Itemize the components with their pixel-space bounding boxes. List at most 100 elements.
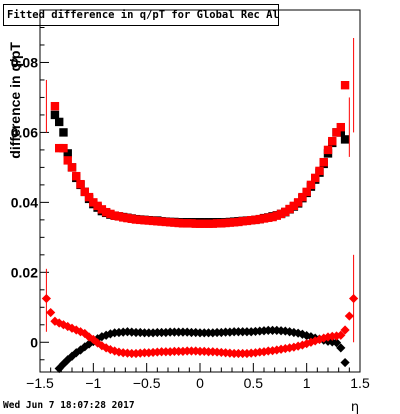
black-square-point <box>340 135 350 144</box>
y-axis-label: difference in q/pT <box>7 42 23 159</box>
y-tick-label: 0 <box>30 334 38 350</box>
red-diamond-point <box>293 341 303 351</box>
red-diamond-point <box>46 307 56 318</box>
black-diamond-point <box>105 329 115 339</box>
black-diamond-point <box>208 328 218 338</box>
black-diamond-point <box>118 327 128 337</box>
red-square-point <box>323 145 333 155</box>
red-square-point <box>144 216 153 225</box>
red-square-point <box>234 217 243 227</box>
red-diamond-point <box>110 346 120 356</box>
red-square-point <box>178 219 188 228</box>
red-square-point <box>276 209 286 219</box>
black-square-point <box>50 110 60 120</box>
red-square-point <box>255 214 264 224</box>
red-square-point <box>161 217 171 227</box>
red-square-point <box>59 143 68 153</box>
black-diamond-point <box>127 327 137 337</box>
red-diamond-point <box>191 346 201 356</box>
y-tick-label: 0.06 <box>11 124 38 140</box>
red-square-point <box>76 179 85 189</box>
red-square-point <box>200 219 209 228</box>
black-diamond-point <box>63 355 73 365</box>
black-diamond-point <box>336 343 346 353</box>
red-square-point <box>298 192 307 202</box>
red-square-point <box>110 211 119 220</box>
red-square-point <box>293 198 303 207</box>
red-square-point <box>251 215 260 225</box>
red-square-point <box>50 101 60 111</box>
red-square-point <box>208 219 217 228</box>
red-diamond-point <box>84 332 94 342</box>
red-square-point <box>187 219 196 228</box>
red-square-point <box>153 217 162 226</box>
red-diamond-point <box>101 343 111 353</box>
red-square-point <box>89 198 98 207</box>
red-square-point <box>63 156 72 165</box>
x-tick-label: 1.5 <box>350 375 370 391</box>
red-diamond-point <box>289 342 299 352</box>
red-square-point <box>127 214 136 224</box>
black-diamond-point <box>225 327 235 337</box>
red-square-point <box>264 213 273 222</box>
red-square-point <box>80 187 89 197</box>
red-square-point <box>238 217 247 226</box>
red-square-point <box>336 122 345 132</box>
black-diamond-point <box>110 328 120 338</box>
red-square-point <box>268 212 277 222</box>
red-diamond-point <box>336 330 346 340</box>
red-square-point <box>191 219 200 228</box>
red-square-point <box>289 201 299 211</box>
red-diamond-point <box>105 345 115 355</box>
red-diamond-point <box>131 348 141 359</box>
red-square-point <box>281 207 290 217</box>
red-square-point <box>332 128 341 137</box>
x-tick-label: −1 <box>85 375 101 391</box>
red-square-point <box>157 217 166 226</box>
red-square-point <box>140 216 149 225</box>
red-square-point <box>170 218 179 227</box>
red-diamond-point <box>63 321 73 332</box>
red-square-point <box>259 214 269 223</box>
red-diamond-point <box>310 336 320 346</box>
red-square-point <box>72 171 81 181</box>
x-tick-label: 0.5 <box>244 375 264 391</box>
black-diamond-point <box>306 332 316 342</box>
red-square-point <box>106 209 115 219</box>
black-square-point <box>336 128 345 137</box>
timestamp: Wed Jun 7 18:07:28 2017 <box>3 400 135 411</box>
red-square-point <box>93 201 102 211</box>
black-diamond-point <box>148 328 158 338</box>
black-diamond-point <box>84 339 94 349</box>
red-square-point <box>272 211 281 220</box>
red-square-point <box>311 173 320 183</box>
red-square-point <box>285 204 294 214</box>
y-tick-label: 0.08 <box>11 54 38 70</box>
red-square-point <box>242 216 252 226</box>
red-diamond-point <box>216 347 226 358</box>
red-diamond-point <box>97 341 107 351</box>
red-square-point <box>212 219 222 228</box>
black-diamond-point <box>272 325 282 335</box>
red-square-point <box>229 218 239 227</box>
red-square-point <box>123 213 132 223</box>
red-diamond-point <box>165 347 175 357</box>
red-diamond-point <box>306 337 316 347</box>
black-diamond-point <box>54 363 64 374</box>
black-diamond-point <box>97 332 107 342</box>
red-square-point <box>97 205 107 214</box>
black-diamond-point <box>182 327 192 337</box>
red-square-point <box>315 166 324 176</box>
red-square-point <box>204 219 213 228</box>
red-square-point <box>328 136 337 146</box>
red-square-point <box>148 216 158 226</box>
red-square-point <box>195 219 205 228</box>
red-square-point <box>174 218 183 228</box>
red-square-point <box>319 157 328 167</box>
red-square-point <box>165 218 175 227</box>
red-diamond-point <box>280 343 290 354</box>
black-square-point <box>63 149 72 158</box>
red-diamond-point <box>285 343 295 353</box>
red-square-point <box>217 219 226 228</box>
red-square-point <box>225 218 235 227</box>
